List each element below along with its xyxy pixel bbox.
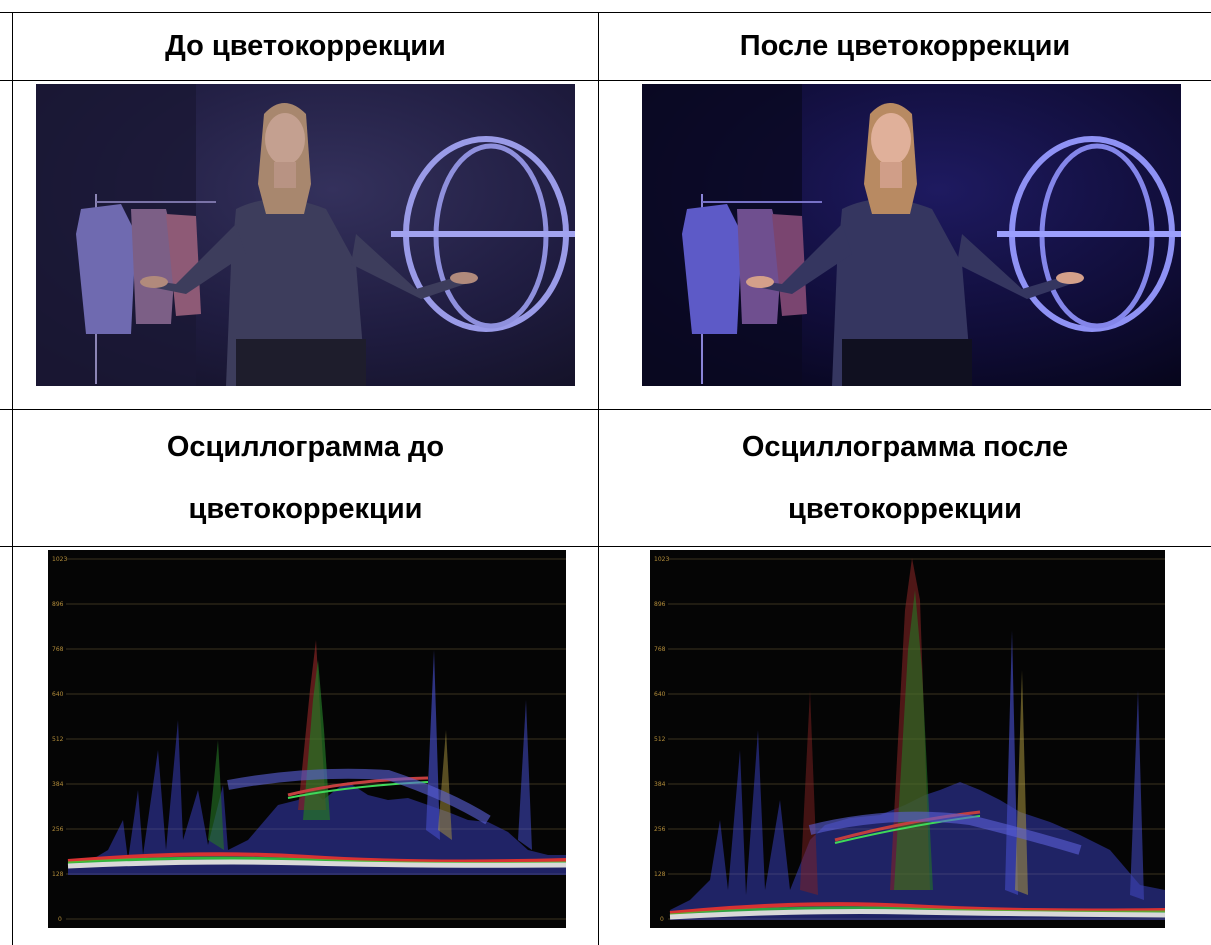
table-border-row2 — [0, 409, 1211, 410]
table-border-top — [0, 12, 1211, 13]
tick-label-1023: 1023 — [52, 556, 67, 563]
tick-label-768: 768 — [52, 646, 64, 653]
tick-label-1023: 1023 — [654, 556, 669, 563]
tick-label-896: 896 — [654, 601, 666, 608]
tick-label-256: 256 — [52, 826, 64, 833]
tick-label-0: 0 — [58, 916, 62, 923]
tick-label-640: 640 — [52, 691, 64, 698]
header-scope-before-line2: цветокоррекции — [188, 493, 423, 525]
header-scope-before-line1: Осциллограмма до — [166, 431, 445, 463]
table-border-row3 — [0, 546, 1211, 547]
header-scope-before: Осциллограмма до цветокоррекции — [13, 410, 598, 546]
tick-label-512: 512 — [654, 736, 666, 743]
waveform-before-traces — [67, 640, 566, 875]
table-border-row1 — [0, 80, 1211, 81]
tick-label-384: 384 — [52, 781, 64, 788]
table-border-middle — [598, 12, 599, 945]
tick-label-768: 768 — [654, 646, 666, 653]
photo-after — [642, 84, 1181, 386]
tick-label-640: 640 — [654, 691, 666, 698]
tick-label-896: 896 — [52, 601, 64, 608]
table-border-left — [12, 12, 13, 945]
waveform-after-traces — [669, 558, 1165, 920]
tick-label-384: 384 — [654, 781, 666, 788]
tick-label-128: 128 — [654, 871, 666, 878]
header-scope-after-line2: цветокоррекции — [788, 493, 1022, 525]
header-after-text: После цветокоррекции — [739, 30, 1071, 62]
photo-before — [36, 84, 575, 386]
header-scope-after: Осциллограмма после цветокоррекции — [599, 410, 1211, 546]
header-before-text: До цветокоррекции — [165, 30, 446, 62]
waveform-after: 1023 896 768 640 512 384 256 128 0 — [650, 550, 1165, 928]
header-scope-after-line1: Осциллограмма после — [741, 431, 1069, 463]
tick-label-512: 512 — [52, 736, 64, 743]
waveform-before: 1023 896 768 640 512 384 256 128 0 — [48, 550, 566, 928]
tick-label-256: 256 — [654, 826, 666, 833]
header-after: После цветокоррекции — [599, 13, 1211, 80]
tick-label-0: 0 — [660, 916, 664, 923]
tick-label-128: 128 — [52, 871, 64, 878]
header-before: До цветокоррекции — [13, 13, 598, 80]
